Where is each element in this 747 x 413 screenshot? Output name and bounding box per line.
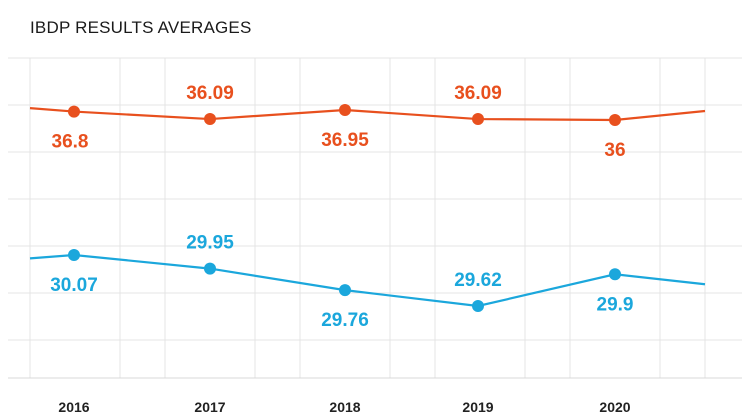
x-tick-label: 2018 — [329, 399, 360, 413]
series-points — [68, 104, 621, 312]
data-label: 29.76 — [321, 310, 369, 331]
data-point — [68, 249, 80, 261]
data-label: 36 — [604, 140, 625, 161]
grid — [8, 57, 742, 379]
data-labels: 36.8 36.09 36.95 36.09 36 30.07 29.95 29.76 29.6… — [50, 83, 633, 331]
data-label: 36.09 — [186, 83, 234, 104]
x-tick-label: 2019 — [462, 399, 493, 413]
data-point — [68, 105, 80, 118]
data-point — [609, 268, 621, 281]
x-tick-label: 2020 — [599, 399, 630, 413]
data-label: 29.9 — [597, 294, 634, 315]
x-tick-labels: 2016 2017 2018 2019 2020 — [58, 399, 630, 413]
x-tick-label: 2016 — [58, 399, 89, 413]
data-point — [472, 113, 484, 126]
data-point — [204, 113, 216, 126]
data-point — [472, 300, 484, 312]
data-point — [609, 114, 621, 126]
data-point — [339, 284, 351, 297]
data-point — [339, 104, 351, 116]
chart-title: IBDP RESULTS AVERAGES — [30, 18, 252, 37]
data-label: 30.07 — [50, 275, 98, 296]
x-tick-label: 2017 — [194, 399, 225, 413]
data-label: 36.09 — [454, 83, 502, 104]
data-label: 36.8 — [52, 132, 89, 153]
data-label: 29.95 — [186, 233, 234, 254]
data-point — [204, 262, 216, 275]
data-label: 29.62 — [454, 270, 502, 291]
data-label: 36.95 — [321, 130, 369, 151]
series-line-1 — [29, 107, 706, 122]
